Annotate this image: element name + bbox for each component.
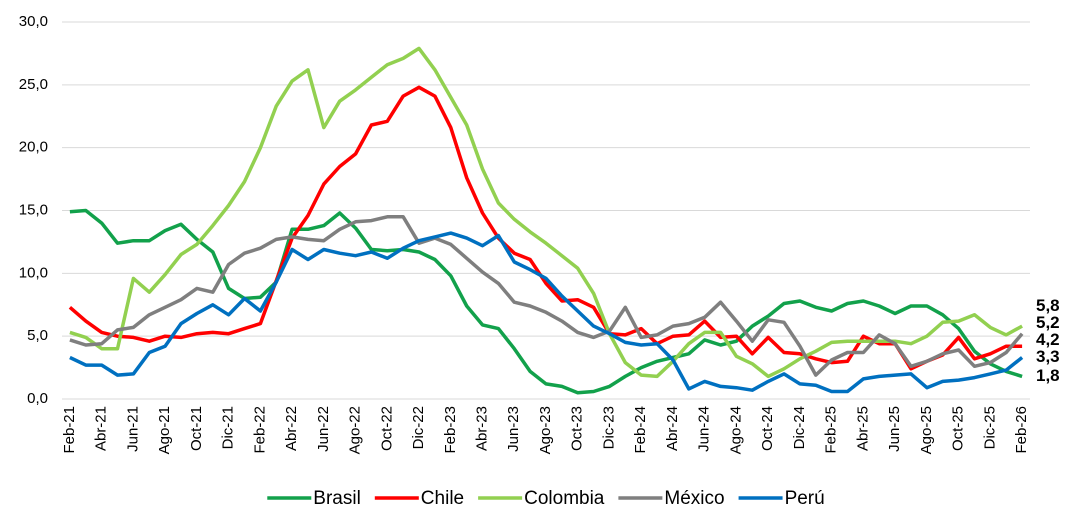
legend-label: Colombia: [524, 488, 605, 509]
legend-label: Brasil: [313, 488, 361, 509]
series-line: [69, 208, 1023, 395]
legend-label: Chile: [421, 488, 464, 509]
x-tick-label: Abr-25: [854, 406, 871, 451]
x-tick-label: Ago-24: [727, 406, 744, 454]
x-tick-label: Dic-24: [791, 406, 808, 449]
x-tick-label: Dic-21: [220, 406, 237, 449]
y-tick-label: 5,0: [27, 327, 48, 344]
series-line: [68, 85, 1023, 371]
x-tick-label: Jun-25: [886, 406, 903, 452]
y-tick-label: 0,0: [27, 390, 48, 407]
legend-label: Perú: [785, 488, 825, 509]
y-tick-label: 10,0: [19, 264, 48, 281]
x-tick-label: Oct-23: [569, 406, 586, 451]
y-tick-label: 30,0: [19, 13, 48, 30]
x-tick-label: Feb-25: [823, 406, 840, 454]
x-tick-label: Jun-23: [505, 406, 522, 452]
x-tick-label: Ago-22: [347, 406, 364, 454]
legend-label: México: [664, 488, 724, 509]
x-tick-label: Feb-26: [1013, 406, 1030, 454]
y-tick-label: 15,0: [19, 201, 48, 218]
x-tick-label: Oct-24: [759, 406, 776, 451]
series-line: [69, 46, 1023, 379]
legend: Brasil Chile Colombia México Perú: [267, 488, 825, 509]
x-tick-label: Feb-23: [442, 406, 459, 454]
x-tick-label: Jun-21: [124, 406, 141, 452]
x-tick-label: Dic-25: [981, 406, 998, 449]
x-tick-label: Abr-24: [664, 406, 681, 451]
x-tick-label: Feb-22: [251, 406, 268, 454]
end-label: 3,3: [1036, 347, 1060, 366]
x-tick-label: Feb-24: [632, 406, 649, 454]
x-tick-label: Abr-23: [473, 406, 490, 451]
x-tick-label: Oct-21: [188, 406, 205, 451]
series-line: [69, 231, 1024, 394]
x-tick-label: Dic-22: [410, 406, 427, 449]
x-tick-label: Oct-25: [950, 406, 967, 451]
x-tick-label: Jun-24: [696, 406, 713, 452]
end-label: 5,2: [1036, 313, 1060, 332]
end-label: 5,8: [1036, 296, 1060, 315]
series-line: [69, 215, 1024, 377]
y-tick-label: 25,0: [19, 76, 48, 93]
end-label: 4,2: [1036, 330, 1060, 349]
x-tick-label: Abr-21: [93, 406, 110, 451]
x-tick-label: Ago-23: [537, 406, 554, 454]
x-tick-label: Feb-21: [61, 406, 78, 454]
x-tick-label: Ago-25: [918, 406, 935, 454]
y-tick-label: 20,0: [19, 139, 48, 156]
x-tick-label: Dic-23: [600, 406, 617, 449]
end-label: 1,8: [1036, 366, 1060, 385]
x-tick-label: Jun-22: [315, 406, 332, 452]
x-tick-label: Ago-21: [156, 406, 173, 454]
x-tick-label: Oct-22: [378, 406, 395, 451]
x-tick-label: Abr-22: [283, 406, 300, 451]
